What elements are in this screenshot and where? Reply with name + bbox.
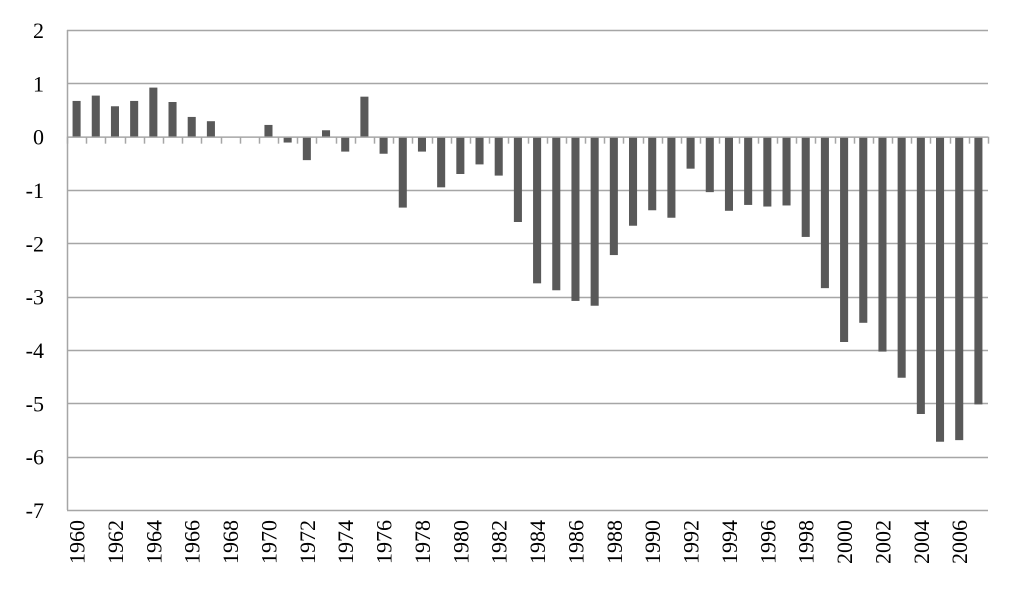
bar bbox=[916, 136, 925, 414]
bar bbox=[206, 121, 215, 137]
x-tick-label: 1986 bbox=[563, 520, 588, 564]
y-tick-label: -2 bbox=[26, 231, 44, 256]
x-tick-label: 1970 bbox=[256, 520, 281, 564]
bar bbox=[302, 136, 311, 161]
bar bbox=[168, 102, 177, 137]
x-tick-label: 1992 bbox=[679, 520, 704, 564]
bar bbox=[130, 100, 139, 137]
x-tick-label: 1966 bbox=[180, 520, 205, 564]
y-tick-label: -6 bbox=[26, 445, 44, 470]
bars bbox=[72, 87, 983, 442]
bar bbox=[379, 136, 388, 154]
x-tick-label: 1998 bbox=[794, 520, 819, 564]
axes bbox=[66, 30, 990, 510]
bar bbox=[955, 136, 964, 441]
y-tick-label: -1 bbox=[26, 178, 44, 203]
y-tick-label: -3 bbox=[26, 285, 44, 310]
x-tick-label: 1980 bbox=[448, 520, 473, 564]
x-tick-labels: 1960 1962 1964 1966 1968 1970 1972 1974 1976 1978… bbox=[65, 520, 973, 564]
bar bbox=[744, 136, 753, 205]
x-tick-label: 1972 bbox=[295, 520, 320, 564]
bar bbox=[820, 136, 829, 289]
bar bbox=[801, 136, 810, 237]
bar bbox=[840, 136, 849, 342]
bar bbox=[417, 136, 426, 152]
y-tick-label: -4 bbox=[26, 338, 44, 363]
bar bbox=[264, 124, 273, 137]
x-tick-label: 2002 bbox=[870, 520, 895, 564]
bar bbox=[724, 136, 733, 211]
bar bbox=[72, 100, 81, 137]
bar bbox=[590, 136, 599, 306]
bar bbox=[437, 136, 446, 188]
bar bbox=[552, 136, 561, 291]
y-tick-label: 2 bbox=[33, 18, 44, 43]
x-tick-label: 2000 bbox=[832, 520, 857, 564]
x-tick-label: 1996 bbox=[755, 520, 780, 564]
y-tick-label: -5 bbox=[26, 391, 44, 416]
x-tick-label: 1984 bbox=[525, 520, 550, 564]
bar bbox=[686, 136, 695, 169]
bar bbox=[974, 136, 983, 405]
bar bbox=[878, 136, 887, 352]
bar bbox=[859, 136, 868, 323]
bar bbox=[149, 87, 158, 137]
bar bbox=[705, 136, 714, 193]
x-tick-label: 1968 bbox=[218, 520, 243, 564]
x-tick-label: 1978 bbox=[410, 520, 435, 564]
bar bbox=[782, 136, 791, 206]
bar bbox=[475, 136, 484, 165]
x-tick-label: 1960 bbox=[65, 520, 90, 564]
x-tick-label: 1962 bbox=[103, 520, 128, 564]
bar bbox=[398, 136, 407, 208]
bar bbox=[571, 136, 580, 301]
bar bbox=[609, 136, 618, 256]
bar bbox=[897, 136, 906, 378]
bar bbox=[456, 136, 465, 174]
bar bbox=[322, 130, 331, 137]
x-tick-label: 1976 bbox=[372, 520, 397, 564]
gridlines bbox=[67, 29, 988, 512]
bar bbox=[763, 136, 772, 207]
bar bbox=[629, 136, 638, 226]
bar bbox=[341, 136, 350, 152]
x-tick-label: 1994 bbox=[717, 520, 742, 564]
bar bbox=[494, 136, 503, 176]
x-tick-label: 1990 bbox=[640, 520, 665, 564]
x-tick-label: 2006 bbox=[947, 520, 972, 564]
bar bbox=[936, 136, 945, 442]
x-tick-label: 1988 bbox=[602, 520, 627, 564]
bar bbox=[360, 96, 369, 137]
y-tick-label: 0 bbox=[33, 125, 44, 150]
bar bbox=[110, 106, 119, 137]
bar bbox=[283, 136, 292, 143]
bar bbox=[91, 95, 100, 137]
x-tick-label: 1974 bbox=[333, 520, 358, 564]
bar bbox=[187, 116, 196, 137]
x-tick-label: 2004 bbox=[909, 520, 934, 564]
bar bbox=[513, 136, 522, 222]
bar bbox=[533, 136, 542, 284]
bar bbox=[667, 136, 676, 218]
y-tick-labels: 2 1 0 -1 -2 -3 -4 -5 -6 -7 bbox=[26, 18, 44, 523]
x-tick-label: 1982 bbox=[487, 520, 512, 564]
y-tick-label: 1 bbox=[33, 71, 44, 96]
bar bbox=[648, 136, 657, 211]
y-tick-label: -7 bbox=[26, 498, 44, 523]
x-tick-label: 1964 bbox=[141, 520, 166, 564]
